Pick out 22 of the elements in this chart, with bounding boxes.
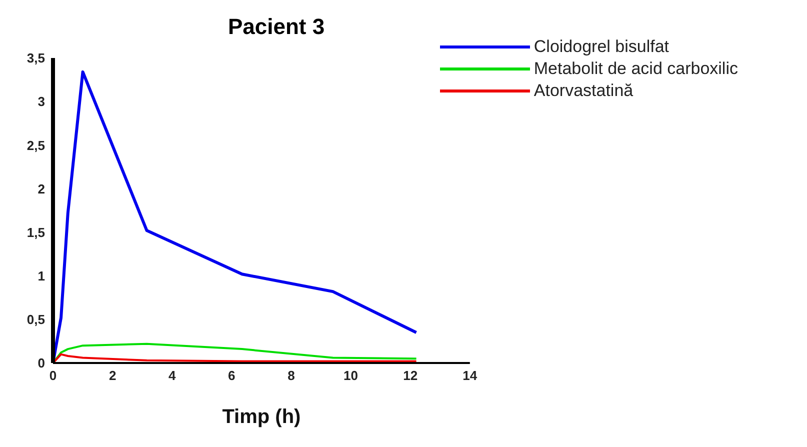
- chart-title: Pacient 3: [228, 14, 325, 40]
- x-axis-title: Timp (h): [222, 406, 301, 428]
- x-tick-label: 0: [49, 368, 57, 384]
- x-tick-label: 14: [462, 368, 478, 384]
- y-tick-label: 3,5: [26, 50, 45, 66]
- y-tick-label: 2,5: [26, 138, 45, 153]
- y-tick-label: 0,5: [26, 312, 45, 328]
- y-tick-label: 3: [38, 94, 45, 110]
- x-tick-label: 6: [228, 368, 236, 384]
- line-series: [53, 353, 418, 363]
- x-tick-label: 4: [168, 368, 176, 384]
- text: Metabolit de acid carboxilic: [534, 59, 738, 79]
- y-tick-label: 1: [38, 268, 45, 284]
- x-tick-label: 12: [403, 368, 418, 384]
- x-tick-label: 2: [108, 368, 116, 384]
- text: Cloidogrel bisulfat: [534, 37, 670, 57]
- y-tick-label: 1,5: [26, 224, 45, 240]
- x-tick-label: 10: [344, 368, 358, 384]
- y-tick-label: 0: [38, 356, 45, 371]
- x-tick-label: 8: [288, 368, 295, 384]
- text: Atorvastatină: [534, 81, 634, 101]
- y-tick-label: 2: [38, 181, 45, 196]
